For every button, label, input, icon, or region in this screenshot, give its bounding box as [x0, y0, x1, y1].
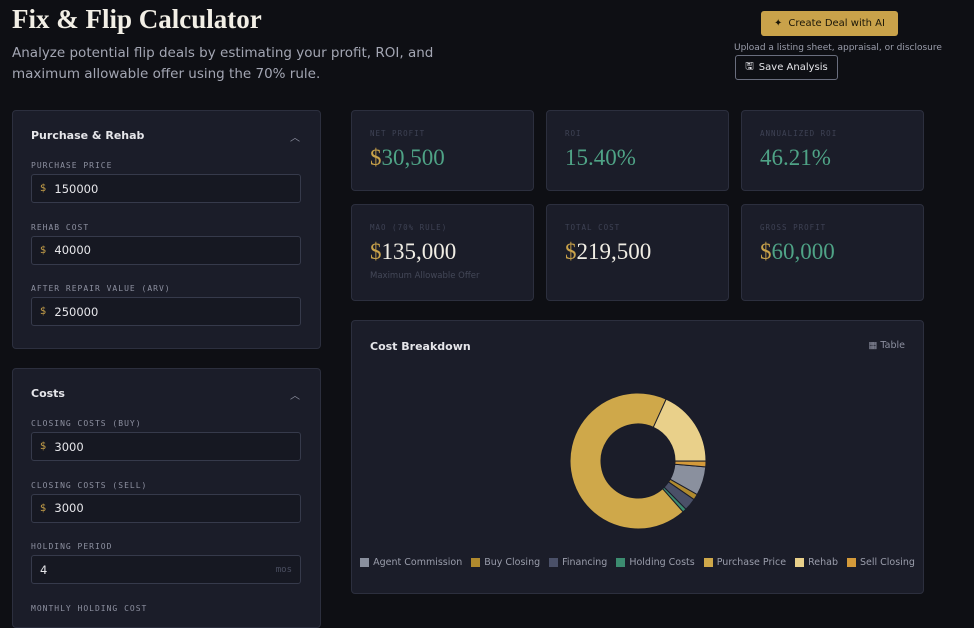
legend-item: Rehab: [795, 557, 838, 568]
metric-label: MAO (70% RULE): [370, 223, 448, 232]
field-label: PURCHASE PRICE: [31, 161, 113, 170]
input-field[interactable]: $3000: [31, 432, 301, 461]
legend-swatch: [846, 558, 856, 567]
amount: 46.21%: [760, 145, 831, 170]
metric-label: ROI: [565, 129, 582, 138]
prefix: $: [40, 502, 47, 514]
metric-label: GROSS PROFIT: [760, 223, 827, 232]
legend-label: Rehab: [808, 557, 838, 568]
legend-item: Holding Costs: [616, 557, 695, 568]
legend-item: Sell Closing: [846, 557, 915, 568]
prefix: $: [40, 441, 47, 452]
input-panel: Purchase & Rehab ︿ PURCHASE PRICE $150000 RE…: [12, 110, 321, 349]
legend-item: Buy Closing: [471, 557, 540, 568]
collapse-chevron[interactable]: ︿: [290, 133, 300, 144]
field-label: CLOSING COSTS (BUY): [31, 419, 142, 428]
amount: 30,500: [381, 145, 445, 170]
legend-swatch: [795, 558, 805, 567]
metric-label: NET PROFIT: [370, 129, 426, 138]
currency: $: [760, 239, 772, 264]
donut-slice: [674, 460, 707, 468]
prefix: $: [40, 244, 47, 256]
metric-value: $219,500: [565, 239, 651, 265]
metric-value: 15.40%: [565, 145, 636, 171]
legend-swatch: [549, 558, 559, 567]
legend-item: Agent Commission: [360, 557, 462, 568]
metric-value: $135,000: [370, 239, 456, 265]
legend-swatch: [703, 558, 713, 567]
amount: 219,500: [576, 239, 652, 264]
input-value: 150000: [54, 181, 99, 196]
panel-title: Purchase & Rehab: [31, 129, 145, 142]
table-toggle[interactable]: ▦ Table: [868, 340, 905, 351]
currency: $: [370, 239, 382, 264]
chart-panel: Cost Breakdown ▦ Table Agent Commission B…: [351, 320, 924, 594]
currency: $: [565, 239, 577, 264]
input-field[interactable]: $150000: [31, 174, 301, 203]
legend-label: Buy Closing: [484, 557, 541, 568]
input-field[interactable]: 4 mos: [31, 555, 301, 584]
legend-item: Financing: [549, 557, 607, 568]
amount: 15.40%: [565, 145, 636, 170]
legend-label: Financing: [562, 557, 608, 568]
currency: $: [370, 145, 382, 170]
donut-chart: [569, 392, 707, 530]
metric-value: 46.21%: [760, 145, 831, 171]
input-value: 250000: [54, 304, 99, 319]
panel-title: Costs: [31, 387, 65, 400]
input-field[interactable]: $40000: [31, 235, 301, 265]
donut-slice: [569, 392, 684, 530]
suffix: mos: [275, 564, 292, 575]
metric-value: $60,000: [760, 239, 835, 265]
field-label: MONTHLY HOLDING COST: [31, 603, 148, 613]
metric-card: NET PROFIT $30,500: [351, 110, 534, 191]
metric-card: MAO (70% RULE) $135,000 Maximum Allowable …: [351, 204, 534, 301]
input-field[interactable]: $250000: [31, 297, 301, 326]
page: Fix & Flip Calculator Analyze potential …: [12, 4, 942, 628]
legend: Agent Commission Buy Closing Financing Hold…: [352, 557, 923, 568]
legend-label: Purchase Price: [716, 557, 787, 568]
metric-card: TOTAL COST $219,500: [546, 204, 729, 301]
collapse-chevron[interactable]: ︿: [290, 391, 300, 402]
field-label: HOLDING PERIOD: [31, 542, 113, 551]
metric-note: Maximum Allowable Offer: [370, 271, 480, 281]
legend-swatch: [616, 558, 626, 567]
button-text: Save Analysis: [758, 62, 828, 73]
input-field[interactable]: $3000: [31, 493, 301, 523]
input-value: 4: [40, 562, 48, 577]
input-panel: Costs ︿ CLOSING COSTS (BUY) $3000 CLOSING CO…: [12, 368, 321, 628]
save-icon: 🖫: [745, 61, 754, 72]
create-deal-button[interactable]: ✦ Create Deal with AI: [761, 11, 898, 36]
save-button[interactable]: 🖫 Save Analysis: [735, 55, 838, 80]
input-value: 3000: [54, 501, 84, 515]
upload-hint: Upload a listing sheet, appraisal, or di…: [734, 43, 942, 53]
legend-swatch: [360, 558, 370, 567]
legend-label: Agent Commission: [373, 557, 463, 568]
input-value: 40000: [54, 243, 91, 257]
legend-label: Sell Closing: [859, 557, 915, 568]
field-label: REHAB COST: [31, 222, 90, 232]
toggle-text: Table: [880, 340, 905, 351]
field-label: AFTER REPAIR VALUE (ARV): [31, 284, 171, 293]
input-value: 3000: [54, 439, 84, 454]
chart-title: Cost Breakdown: [370, 340, 471, 353]
metric-card: ROI 15.40%: [546, 110, 729, 191]
metric-label: ANNUALIZED ROI: [760, 129, 838, 138]
metric-card: ANNUALIZED ROI 46.21%: [741, 110, 924, 191]
prefix: $: [40, 183, 47, 194]
subtitle: Analyze potential flip deals by estimati…: [12, 45, 434, 82]
field-label: CLOSING COSTS (SELL): [31, 480, 148, 490]
page-title: Fix & Flip Calculator: [12, 4, 262, 34]
metric-label: TOTAL COST: [565, 223, 621, 232]
prefix: $: [40, 306, 47, 317]
button-text: Create Deal with AI: [788, 18, 885, 29]
legend-swatch: [471, 558, 481, 567]
amount: 60,000: [771, 239, 835, 264]
metric-value: $30,500: [370, 145, 445, 171]
metric-card: GROSS PROFIT $60,000: [741, 204, 924, 301]
legend-label: Holding Costs: [629, 557, 695, 568]
sparkle-icon: ✦: [774, 18, 783, 29]
legend-item: Purchase Price: [703, 557, 787, 568]
amount: 135,000: [381, 239, 457, 264]
